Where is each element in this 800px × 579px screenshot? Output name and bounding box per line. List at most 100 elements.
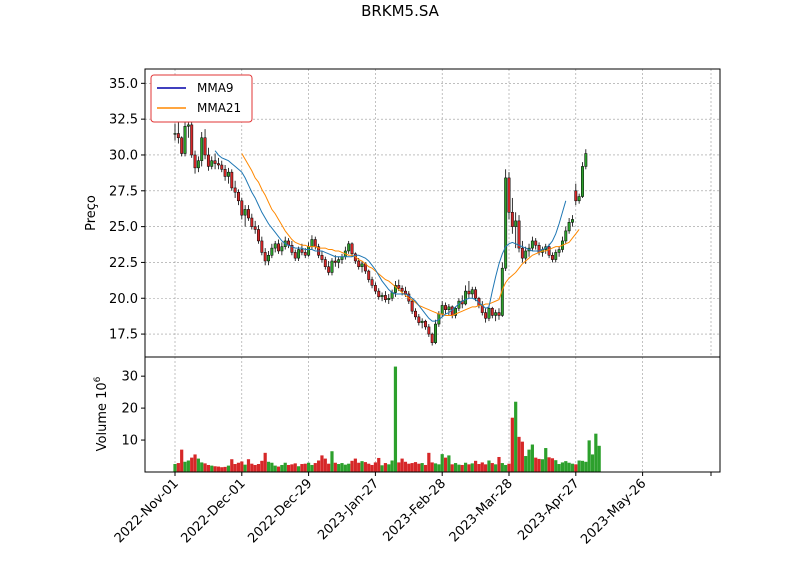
candle-body <box>297 249 301 259</box>
volume-bar <box>413 462 418 472</box>
volume-bar <box>530 444 534 472</box>
candle-body <box>393 285 397 293</box>
candle-body <box>196 160 200 169</box>
candle-body <box>313 239 317 247</box>
candle <box>484 308 488 323</box>
candle <box>494 309 498 322</box>
candle <box>427 324 431 337</box>
volume-bar <box>443 457 448 472</box>
volume-bar <box>554 460 558 472</box>
volume-bar <box>363 462 367 472</box>
candle-body <box>584 153 588 167</box>
volume-bar <box>587 440 591 472</box>
candle-body <box>577 196 581 202</box>
volume-bar <box>457 464 461 472</box>
volume-bar <box>557 464 561 472</box>
candle <box>447 303 451 316</box>
volume-bar <box>520 441 524 472</box>
volume-bar <box>260 460 264 472</box>
candle-body <box>270 247 274 256</box>
volume-bar <box>213 466 217 472</box>
candle-body <box>434 323 437 343</box>
volume-bars <box>173 366 601 472</box>
volume-bar <box>263 452 267 472</box>
candle <box>414 308 417 320</box>
volume-tick-label: 20 <box>121 402 138 417</box>
candle <box>183 122 187 157</box>
volume-bar <box>380 465 384 472</box>
volume-panel-border <box>144 356 721 473</box>
volume-bar <box>540 459 544 472</box>
candle <box>520 240 524 263</box>
volume-bar <box>230 459 234 472</box>
candle-body <box>237 191 240 202</box>
candle-body <box>574 190 578 202</box>
volume-bar <box>463 462 468 472</box>
candle-body <box>190 124 194 156</box>
volume-bar <box>517 436 521 472</box>
volume-bar <box>340 463 344 472</box>
candle <box>550 252 554 263</box>
volume-bar <box>567 462 571 472</box>
candle-body <box>383 295 387 300</box>
candle-body <box>277 243 280 252</box>
candle <box>190 122 194 158</box>
price-panel: 17.5 20.0 22.5 25.0 27.5 30.0 32.5 35.0 MMA9 MM… <box>84 68 721 358</box>
candle <box>554 249 558 263</box>
candle <box>367 269 371 283</box>
volume-bar <box>417 463 421 472</box>
candle-body <box>484 312 488 319</box>
volume-bar <box>196 458 200 472</box>
candle <box>530 236 534 251</box>
candle <box>424 319 427 330</box>
volume-bar <box>350 460 354 472</box>
candle <box>330 258 334 276</box>
volume-bar <box>487 460 491 472</box>
price-tick-label: 20.0 <box>109 292 138 307</box>
candle <box>464 285 468 306</box>
candle-body <box>173 133 177 135</box>
candle-body <box>397 285 401 289</box>
candle <box>454 306 458 319</box>
candle <box>571 215 574 227</box>
volume-bar <box>383 463 388 472</box>
candle-body <box>280 246 284 252</box>
candle-body <box>380 295 384 298</box>
legend-label-mma21: MMA21 <box>197 101 241 115</box>
volume-y-ticks: 10 20 30 <box>121 370 145 449</box>
candle <box>270 243 274 259</box>
candle <box>574 183 578 206</box>
candle-body <box>203 137 207 156</box>
candle-body <box>213 160 217 164</box>
candle-body <box>430 333 434 343</box>
candle-body <box>474 289 478 299</box>
volume-bar <box>183 461 187 472</box>
candle-body <box>464 290 468 305</box>
candle-body <box>367 270 371 280</box>
volume-bar <box>403 461 408 472</box>
candle <box>260 236 264 256</box>
candle <box>193 150 197 174</box>
candle-body <box>400 287 404 292</box>
candle-body <box>444 305 447 310</box>
volume-grid <box>174 357 643 472</box>
candle <box>327 261 331 276</box>
volume-bar <box>474 460 478 472</box>
candle-body <box>303 252 307 256</box>
volume-bar <box>580 460 585 472</box>
candle-body <box>517 220 521 249</box>
candle-body <box>300 249 304 253</box>
candle-body <box>554 252 558 260</box>
candle-body <box>267 255 270 262</box>
volume-bar <box>303 463 307 472</box>
volume-bar <box>564 461 568 472</box>
candle <box>230 169 234 191</box>
candle <box>383 291 387 303</box>
candle-body <box>323 259 327 267</box>
candle-body <box>247 209 250 219</box>
candle <box>360 261 364 273</box>
volume-bar <box>460 464 464 472</box>
volume-bar <box>397 462 401 472</box>
candle-body <box>263 252 267 262</box>
